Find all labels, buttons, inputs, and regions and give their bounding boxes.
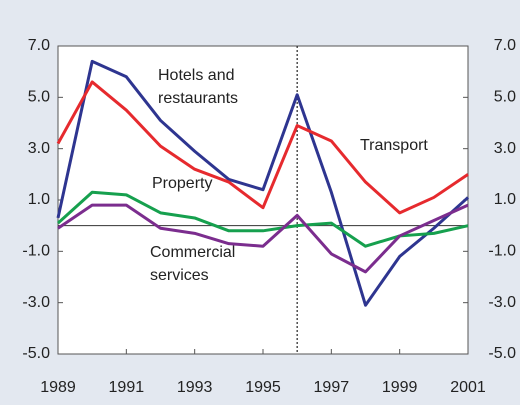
x-tick-label: 1989 [40,379,76,396]
series-line [57,203,469,274]
x-tick-label: 1991 [109,379,145,396]
y2-tick-label: 7.0 [494,37,516,54]
series-label: Hotels and [158,67,235,84]
y2-tick-label: 1.0 [494,191,516,208]
plot-area [57,45,469,355]
series-line [56,59,470,307]
y-tick-label: 5.0 [28,89,50,106]
y-tick-label: -5.0 [22,345,50,362]
series-label: restaurants [158,90,238,107]
x-tick-label: 1993 [177,379,213,396]
x-tick-label: 1995 [245,379,281,396]
y2-tick-label: -5.0 [488,345,516,362]
series-label: Property [152,175,212,192]
x-tick-label: 1999 [382,379,418,396]
series-label: Commercial [150,244,235,261]
y2-tick-label: -3.0 [488,294,516,311]
series-label: services [150,267,209,284]
x-tick-label: 1997 [314,379,350,396]
x-tick-label: 2001 [450,379,486,396]
series-line [56,80,469,215]
series-label: Transport [360,137,428,154]
y-tick-label: -1.0 [22,243,50,260]
y2-tick-label: 5.0 [494,89,516,106]
y2-tick-label: -1.0 [488,243,516,260]
y-tick-label: 7.0 [28,37,50,54]
y2-tick-label: 3.0 [494,140,516,157]
y-tick-label: 1.0 [28,191,50,208]
y-tick-label: 3.0 [28,140,50,157]
y-tick-label: -3.0 [22,294,50,311]
